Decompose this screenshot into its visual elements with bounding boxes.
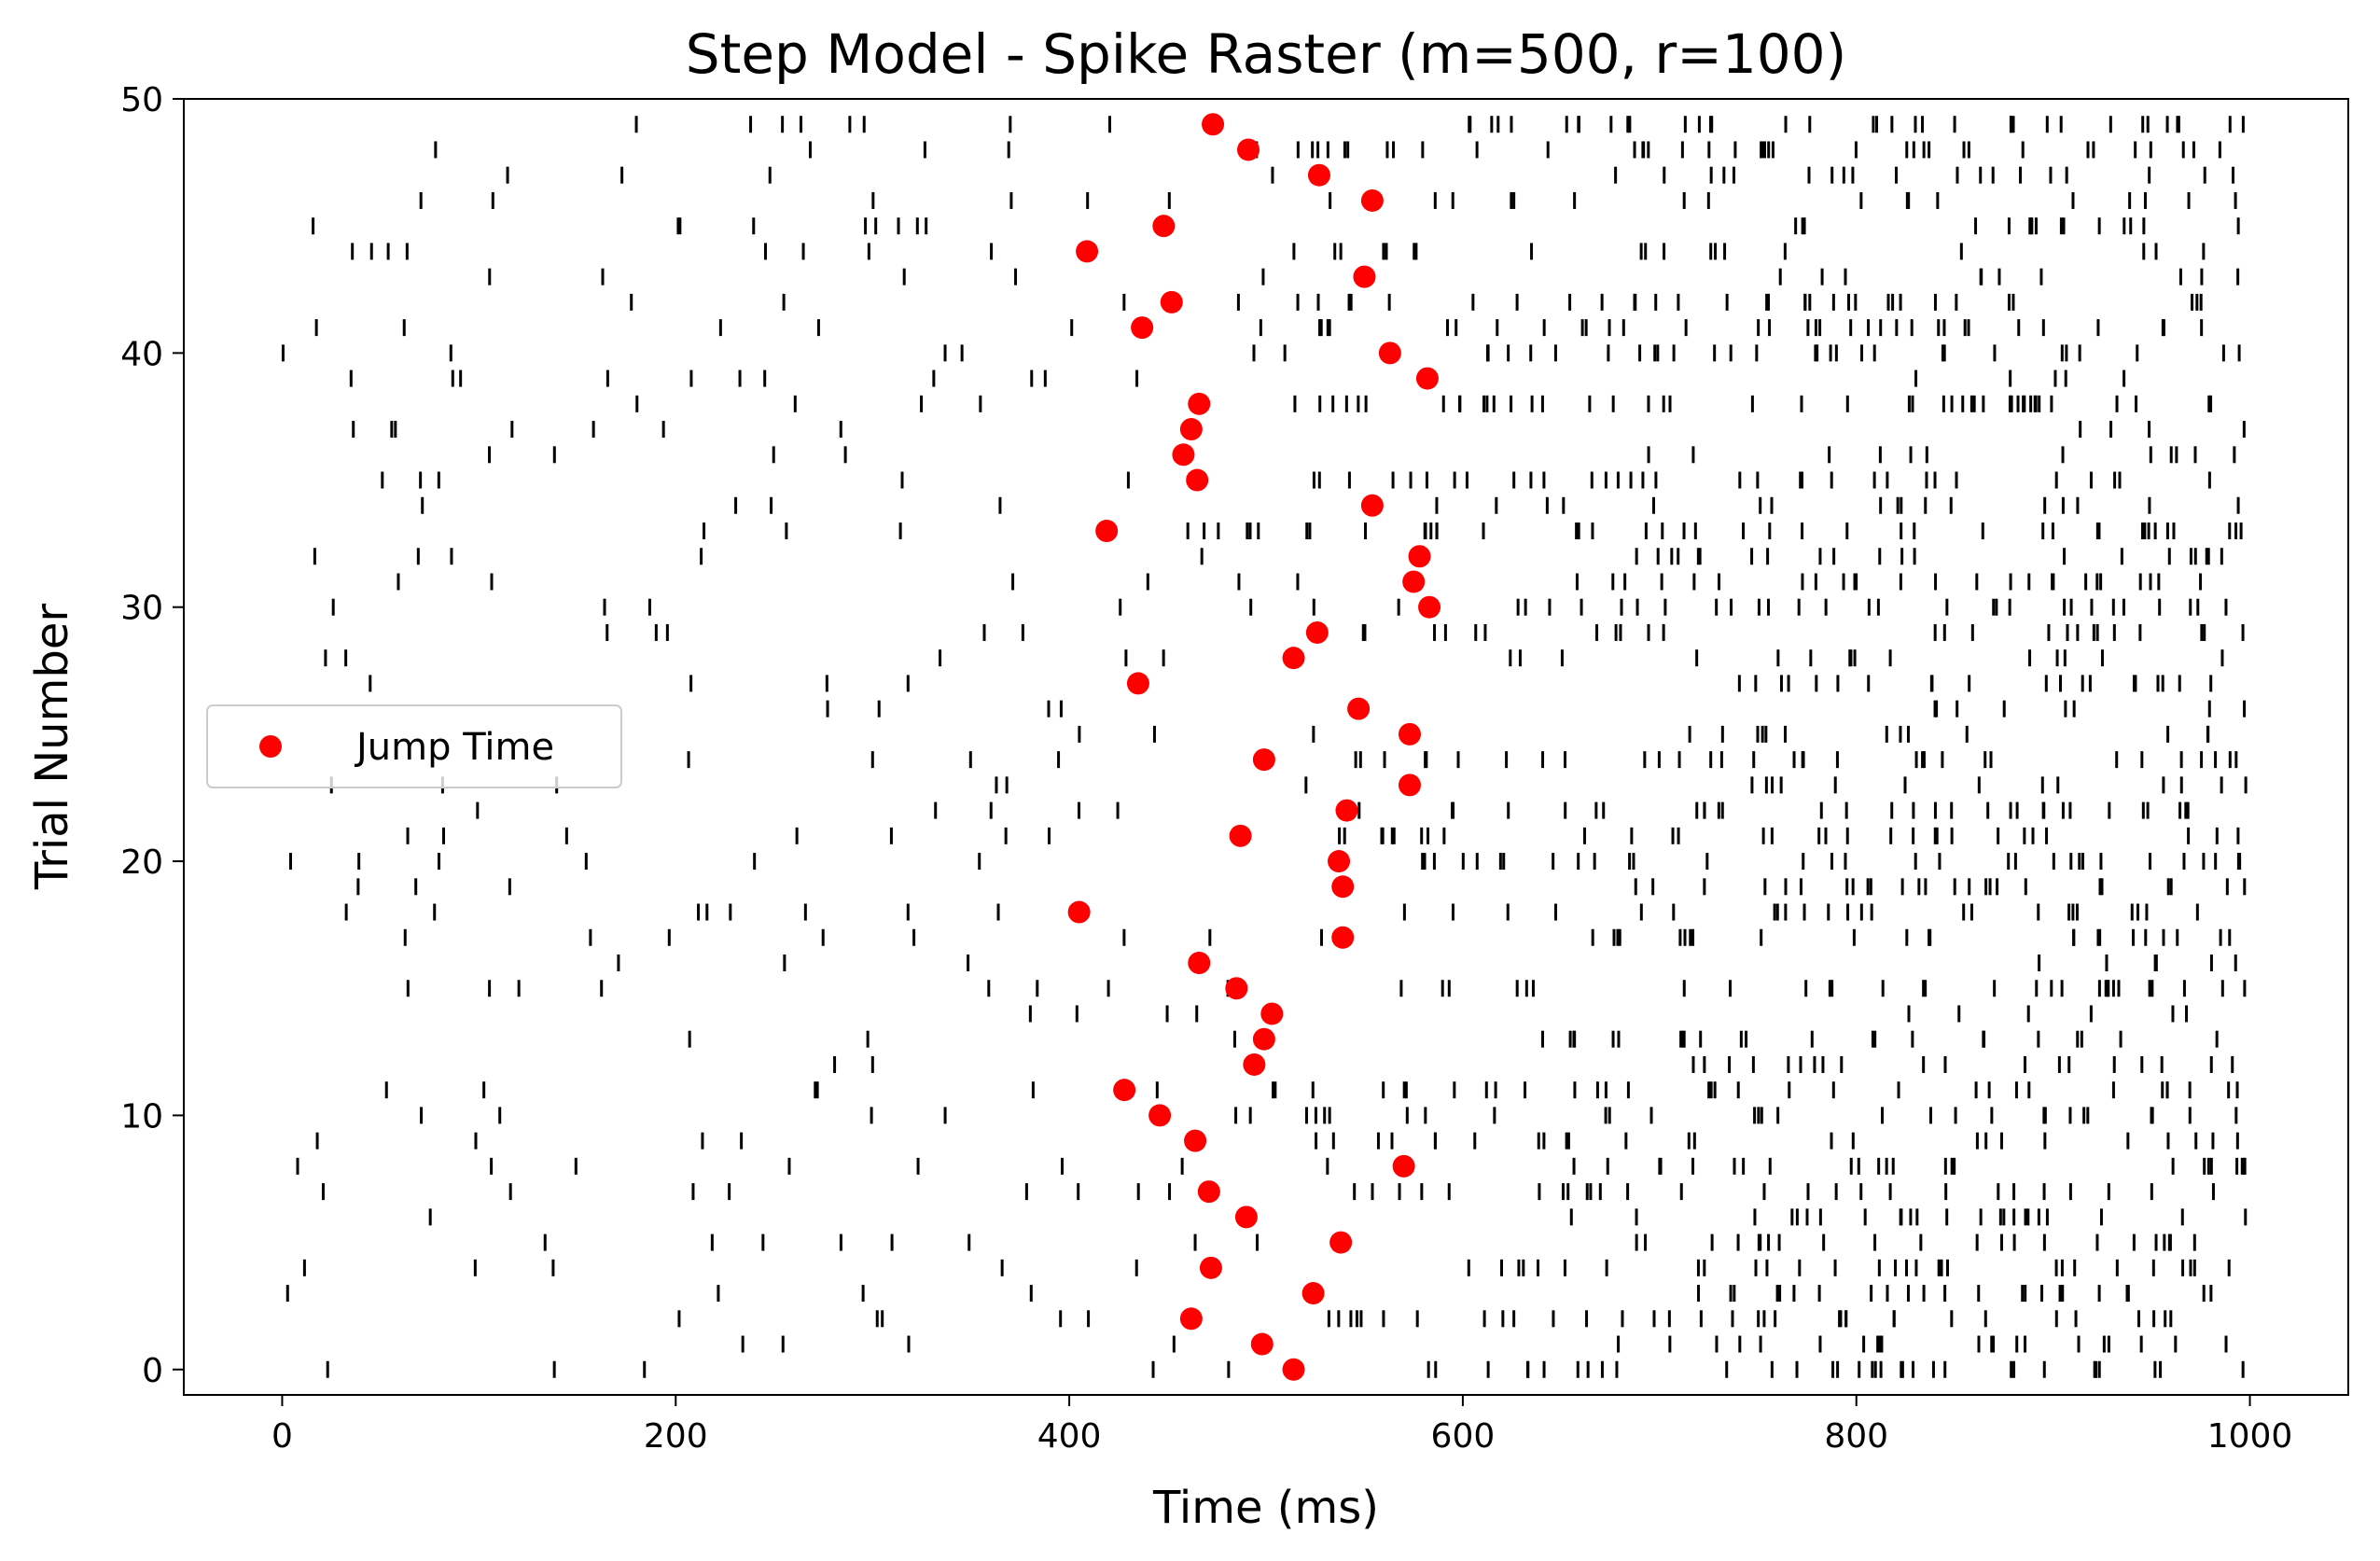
jump-time-point bbox=[1331, 926, 1355, 949]
jump-time-point bbox=[1184, 1129, 1207, 1152]
jump-time-point bbox=[1307, 163, 1330, 187]
jump-time-point bbox=[1418, 595, 1441, 619]
jump-time-point bbox=[1250, 1332, 1274, 1356]
y-tick-label: 40 bbox=[120, 335, 163, 373]
y-tick-label: 20 bbox=[120, 843, 163, 882]
jump-time-markers bbox=[1067, 113, 1441, 1381]
jump-time-point bbox=[1095, 520, 1119, 542]
jump-time-point bbox=[1360, 494, 1384, 517]
jump-time-point bbox=[1202, 113, 1225, 136]
jump-time-point bbox=[1392, 1154, 1415, 1178]
jump-time-point bbox=[1347, 697, 1371, 720]
jump-time-point bbox=[1199, 1256, 1222, 1279]
jump-time-point bbox=[1172, 443, 1195, 467]
x-tick-label: 800 bbox=[1824, 1417, 1888, 1456]
jump-time-point bbox=[1398, 774, 1421, 797]
y-tick-label: 50 bbox=[120, 81, 163, 119]
jump-time-point bbox=[1148, 1104, 1172, 1127]
jump-time-point bbox=[1353, 265, 1376, 288]
legend-marker-jump-time bbox=[259, 735, 282, 758]
jump-time-point bbox=[1197, 1180, 1220, 1204]
jump-time-point bbox=[1398, 722, 1421, 746]
y-axis-label: Trial Number bbox=[26, 604, 78, 890]
plot-frame bbox=[183, 98, 2349, 1396]
jump-time-point bbox=[1328, 850, 1351, 873]
jump-time-point bbox=[1260, 1002, 1284, 1025]
jump-time-point bbox=[1335, 799, 1358, 822]
jump-time-point bbox=[1252, 1027, 1275, 1051]
jump-time-point bbox=[1305, 620, 1329, 644]
jump-time-point bbox=[1329, 1231, 1353, 1254]
jump-time-point bbox=[1152, 215, 1176, 238]
jump-time-point bbox=[1415, 367, 1439, 390]
jump-time-point bbox=[1179, 418, 1203, 441]
jump-time-point bbox=[1282, 647, 1305, 670]
x-tick-label: 400 bbox=[1037, 1417, 1102, 1456]
x-axis-ticks: 0 200 400 600 800 1000 bbox=[271, 1395, 2292, 1456]
jump-time-point bbox=[1301, 1282, 1325, 1305]
x-tick-label: 600 bbox=[1431, 1417, 1496, 1456]
x-axis-label: Time (ms) bbox=[1152, 1482, 1379, 1534]
x-tick-label: 1000 bbox=[2207, 1417, 2293, 1456]
jump-time-point bbox=[1229, 824, 1252, 847]
jump-time-point bbox=[1408, 545, 1431, 568]
jump-time-point bbox=[1243, 1052, 1266, 1076]
jump-time-point bbox=[1378, 341, 1401, 365]
jump-time-point bbox=[1188, 392, 1211, 415]
spike-ticks bbox=[281, 116, 2248, 1378]
x-tick-label: 0 bbox=[271, 1417, 293, 1456]
jump-time-point bbox=[1067, 900, 1091, 924]
jump-time-point bbox=[1131, 316, 1154, 340]
x-tick-label: 200 bbox=[644, 1417, 708, 1456]
jump-time-point bbox=[1076, 240, 1099, 263]
jump-time-point bbox=[1126, 672, 1149, 695]
jump-time-point bbox=[1188, 952, 1211, 974]
legend-label-jump-time: Jump Time bbox=[354, 726, 554, 769]
jump-time-point bbox=[1186, 468, 1209, 492]
jump-time-point bbox=[1160, 290, 1183, 314]
jump-time-point bbox=[1252, 748, 1275, 772]
jump-time-point bbox=[1234, 1206, 1258, 1229]
y-axis-ticks: 0 10 20 30 40 50 bbox=[120, 81, 184, 1390]
y-tick-label: 30 bbox=[120, 590, 163, 628]
jump-time-point bbox=[1282, 1358, 1305, 1381]
legend-box bbox=[206, 704, 622, 788]
jump-time-point bbox=[1331, 875, 1355, 899]
y-tick-label: 10 bbox=[120, 1097, 163, 1136]
jump-time-point bbox=[1179, 1307, 1203, 1331]
legend: Jump Time bbox=[206, 704, 622, 788]
jump-time-point bbox=[1360, 188, 1384, 212]
y-tick-label: 0 bbox=[142, 1352, 163, 1390]
jump-time-point bbox=[1225, 977, 1248, 1000]
jump-time-point bbox=[1113, 1079, 1136, 1102]
chart-title: Step Model - Spike Raster (m=500, r=100) bbox=[686, 22, 1846, 86]
jump-time-point bbox=[1237, 138, 1260, 161]
jump-time-point bbox=[1402, 570, 1426, 593]
